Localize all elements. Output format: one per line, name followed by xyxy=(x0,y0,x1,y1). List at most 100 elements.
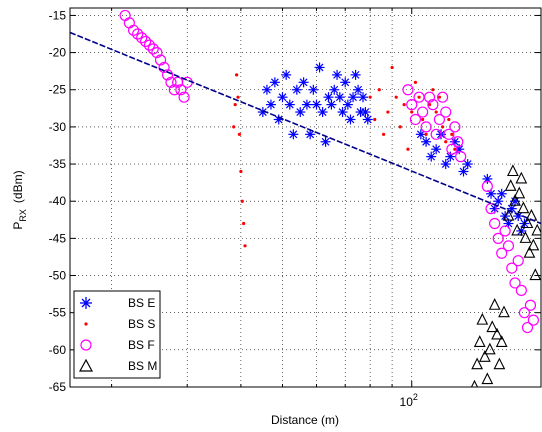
data-point-triangle xyxy=(513,186,526,199)
series-bs-s xyxy=(232,65,457,248)
data-point-circle xyxy=(446,143,458,155)
data-point-circle xyxy=(427,99,439,111)
data-point-asterisk xyxy=(301,99,312,110)
data-point-asterisk xyxy=(337,107,348,118)
data-point-triangle xyxy=(531,223,541,236)
data-point-circle xyxy=(496,247,508,259)
data-point-triangle xyxy=(511,223,524,236)
legend-marker-triangle xyxy=(78,358,94,372)
data-point-triangle xyxy=(483,342,496,355)
data-point-asterisk xyxy=(462,159,473,170)
data-point-triangle xyxy=(504,179,517,191)
x-tick-label: 102 xyxy=(400,392,418,409)
data-point-asterisk xyxy=(493,196,504,207)
data-point-triangle xyxy=(470,379,479,387)
data-point-circle xyxy=(443,128,455,140)
legend-marker-circle xyxy=(80,339,92,351)
data-point-circle xyxy=(143,39,156,51)
data-point-circle xyxy=(489,217,501,230)
data-point-triangle xyxy=(506,164,519,177)
series-bs-f xyxy=(119,9,539,334)
data-point-dot xyxy=(447,117,451,122)
y-axis-title-main: P xyxy=(11,222,25,230)
data-point-dot xyxy=(417,95,421,99)
legend-item-bs-m: BS M xyxy=(78,358,157,373)
data-point-asterisk xyxy=(305,129,316,140)
data-point-circle xyxy=(509,277,521,289)
y-axis-title-unit: (dBm) xyxy=(11,170,25,203)
data-point-asterisk xyxy=(426,151,437,162)
data-point-circle xyxy=(455,151,467,163)
data-point-asterisk xyxy=(261,84,272,95)
svg-text:PRX(dBm): PRX (dBm) xyxy=(11,170,28,229)
data-point-circle xyxy=(136,32,148,44)
series-layer xyxy=(70,9,541,387)
data-point-asterisk xyxy=(273,114,284,125)
data-point-triangle xyxy=(521,216,534,229)
data-point-dot xyxy=(243,244,247,248)
legend-label-bs-e: BS E xyxy=(128,296,155,310)
data-point-triangle xyxy=(523,246,536,258)
legend-label-bs-f: BS F xyxy=(128,338,155,352)
data-point-circle xyxy=(527,314,539,326)
data-point-dot xyxy=(237,132,242,136)
data-point-asterisk xyxy=(317,107,328,118)
data-point-asterisk xyxy=(332,69,343,80)
legend-marker-asterisk xyxy=(80,297,92,309)
data-point-asterisk xyxy=(350,69,361,80)
y-tick-label: -40 xyxy=(49,194,67,208)
data-point-dot xyxy=(431,88,435,92)
legend: BS E BS S BS F BS M xyxy=(73,290,161,379)
data-point-asterisk xyxy=(281,69,292,80)
data-point-dot xyxy=(444,140,448,144)
data-point-dot xyxy=(236,95,240,99)
data-point-asterisk xyxy=(362,114,373,125)
trend-line xyxy=(70,31,541,225)
data-point-circle xyxy=(512,255,524,267)
data-point-circle xyxy=(521,321,534,334)
data-point-dot xyxy=(441,125,445,129)
data-point-circle xyxy=(502,240,515,252)
data-point-dot xyxy=(434,110,438,114)
data-point-dot xyxy=(233,103,237,107)
data-point-asterisk xyxy=(326,99,337,110)
y-axis-title-sub: RX xyxy=(18,209,28,222)
data-point-circle xyxy=(132,28,144,40)
data-point-asterisk xyxy=(345,114,356,125)
data-point-dot xyxy=(386,110,390,114)
data-point-circle xyxy=(430,128,442,140)
data-point-asterisk xyxy=(277,92,288,103)
data-point-triangle xyxy=(509,193,521,206)
data-point-asterisk xyxy=(323,92,334,103)
y-tick-label: -45 xyxy=(49,231,67,245)
data-point-asterisk xyxy=(482,173,493,184)
data-point-circle xyxy=(165,76,177,88)
data-point-triangle xyxy=(498,305,510,318)
data-point-dot xyxy=(427,103,432,107)
data-point-asterisk xyxy=(358,92,369,103)
data-point-asterisk xyxy=(334,92,345,103)
data-point-circle xyxy=(499,225,511,237)
data-point-circle xyxy=(518,307,531,319)
data-point-asterisk xyxy=(288,129,299,140)
data-point-triangle xyxy=(478,350,491,362)
data-point-circle xyxy=(449,121,461,133)
data-point-asterisk xyxy=(421,136,432,147)
data-point-dot xyxy=(402,103,406,107)
data-point-asterisk xyxy=(320,136,331,147)
y-tick-label: -60 xyxy=(49,343,67,357)
data-point-asterisk xyxy=(265,99,276,110)
data-point-triangle xyxy=(517,201,530,214)
data-point-dot xyxy=(453,147,457,151)
data-point-circle xyxy=(481,180,493,192)
y-tick-label: -30 xyxy=(49,120,67,134)
data-point-triangle xyxy=(476,312,489,325)
data-point-circle xyxy=(402,84,414,96)
data-point-circle xyxy=(452,136,464,148)
data-point-circle xyxy=(147,43,159,55)
data-point-dot xyxy=(239,169,243,174)
data-point-triangle xyxy=(488,298,501,310)
data-point-dot xyxy=(421,117,425,122)
data-point-asterisk xyxy=(284,99,295,110)
